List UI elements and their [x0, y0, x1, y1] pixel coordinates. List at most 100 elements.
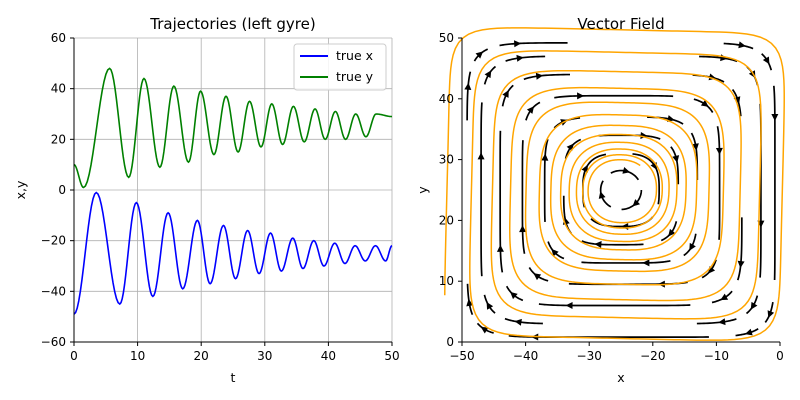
vector-field-chart: −50 −40 −30 −20 −10 0 0 10 20 30 40 50 Vector Fiel…: [415, 15, 785, 385]
y-axis-label: y: [415, 186, 430, 194]
stream-arrow: [464, 82, 472, 91]
stream-arrow: [720, 293, 729, 301]
y-tick-label: −40: [41, 284, 66, 298]
streamline: [590, 216, 654, 228]
stream-arrow: [566, 143, 574, 152]
x-tick-label: −40: [513, 349, 538, 363]
y-tick-label: −20: [41, 234, 66, 248]
streamline: [483, 294, 496, 314]
stream-arrow: [762, 56, 770, 65]
x-tick-label: −10: [704, 349, 729, 363]
streamline: [581, 260, 671, 264]
streamline: [466, 71, 472, 121]
x-tick-label: −50: [449, 349, 474, 363]
stream-arrow: [598, 191, 606, 199]
y-tick-label: 50: [439, 31, 454, 45]
series-line-true-y: [73, 67, 393, 189]
stream-arrow: [502, 90, 509, 98]
x-tick-label: 0: [776, 349, 784, 363]
y-tick-label: 10: [439, 274, 454, 288]
streamline: [716, 126, 721, 240]
streamline: [521, 140, 526, 254]
x-tick-label: 10: [130, 349, 145, 363]
stream-arrow: [514, 318, 522, 326]
stream-arrow: [672, 155, 680, 163]
stream-arrow: [526, 106, 535, 114]
stream-arrow: [700, 99, 709, 107]
stream-arrow: [738, 41, 746, 49]
x-tick-label: 30: [257, 349, 272, 363]
x-tick-label: −30: [577, 349, 602, 363]
chart-title: Vector Field: [577, 15, 664, 33]
streamline: [621, 189, 643, 211]
stream-arrow: [577, 92, 585, 100]
x-ticks: −50 −40 −30 −20 −10 0: [449, 342, 784, 363]
stream-arrow: [621, 222, 629, 230]
x-axis-label: t: [231, 370, 236, 385]
x-tick-label: 20: [194, 349, 209, 363]
legend-label-true-x: true x: [336, 48, 373, 63]
stream-arrow: [594, 241, 602, 249]
y-ticks: −60 −40 −20 0 20 40 60: [41, 31, 74, 349]
stream-arrow: [718, 318, 726, 326]
stream-arrow: [480, 326, 489, 334]
stream-arrow: [737, 260, 745, 269]
x-tick-label: 50: [384, 349, 399, 363]
stream-arrow: [466, 298, 474, 307]
streamline: [505, 55, 546, 62]
y-ticks: 0 10 20 30 40 50: [439, 31, 462, 349]
y-tick-label: 20: [439, 213, 454, 227]
series-line-true-x: [73, 191, 393, 315]
stream-arrow: [477, 152, 485, 160]
streamline: [547, 241, 565, 260]
y-tick-label: 0: [58, 183, 66, 197]
stream-arrow: [541, 153, 549, 161]
stream-arrow: [581, 164, 588, 173]
streamline: [696, 318, 737, 325]
stream-arrow: [622, 167, 631, 174]
stream-arrow: [551, 248, 559, 257]
stream-arrow: [689, 242, 696, 251]
stream-arrow: [642, 259, 650, 267]
streamline: [523, 73, 571, 81]
trajectories-chart: 0 10 20 30 40 50 −60 −40 −20 0 20 40 60 Trajectorie…: [13, 15, 400, 385]
y-tick-label: 0: [446, 335, 454, 349]
streamline: [647, 116, 684, 125]
y-tick-label: 30: [439, 153, 454, 167]
streamline: [746, 66, 759, 86]
stream-arrow: [496, 244, 504, 252]
stream-arrow: [484, 70, 492, 79]
stream-arrow: [486, 301, 494, 310]
trajectory-spiral: [444, 27, 785, 341]
streamline: [480, 102, 483, 277]
legend-label-true-y: true y: [336, 69, 374, 84]
stream-arrow: [715, 147, 723, 155]
y-tick-label: −60: [41, 335, 66, 349]
stream-arrow: [668, 228, 676, 237]
streamline: [525, 101, 541, 121]
stream-arrow: [535, 72, 544, 80]
stream-arrow: [516, 54, 524, 62]
stream-arrow: [744, 328, 753, 336]
streamline: [504, 317, 543, 325]
streamline: [554, 94, 674, 99]
stream-arrow: [691, 143, 699, 151]
stream-arrow: [750, 301, 758, 310]
streamline: [499, 42, 568, 47]
y-tick-label: 40: [439, 92, 454, 106]
x-tick-label: 40: [321, 349, 336, 363]
x-tick-label: −20: [640, 349, 665, 363]
y-tick-label: 40: [51, 82, 66, 96]
stream-arrow: [767, 310, 775, 319]
streamline: [538, 303, 691, 307]
streamline: [543, 139, 549, 222]
y-tick-label: 60: [51, 31, 66, 45]
legend: true x true y: [293, 43, 387, 91]
streamline: [735, 328, 759, 337]
stream-arrow: [510, 291, 518, 300]
stream-arrow: [475, 51, 484, 59]
stream-arrow: [519, 225, 527, 233]
streamlines: [464, 40, 779, 341]
series-lines: [73, 67, 393, 315]
